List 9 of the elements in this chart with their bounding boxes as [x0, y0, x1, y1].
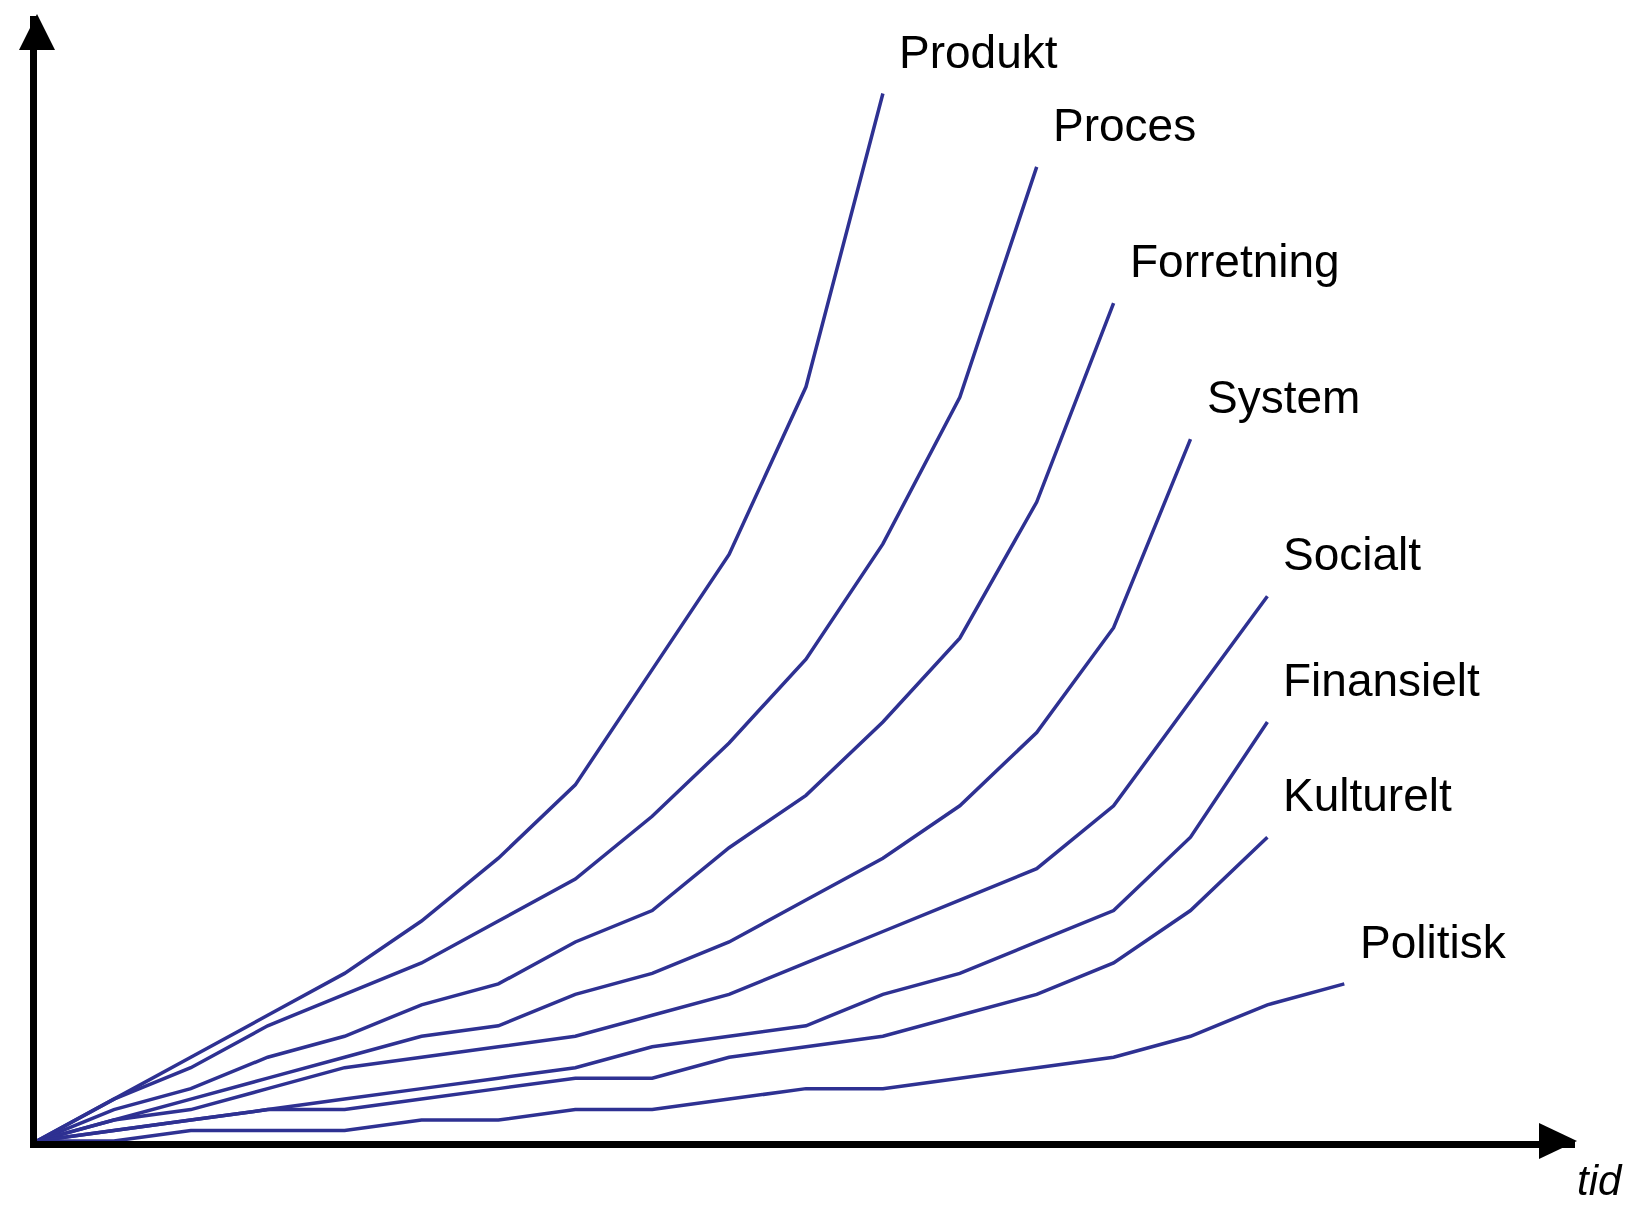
series-label: Forretning [1130, 235, 1340, 287]
series-label: System [1207, 371, 1361, 423]
series-label: Produkt [899, 26, 1058, 78]
x-axis-title: tid [1577, 1157, 1623, 1204]
series-label: Finansielt [1283, 654, 1481, 706]
series-label: Socialt [1283, 528, 1422, 580]
series-label: Proces [1053, 99, 1197, 151]
series-label: Politisk [1360, 916, 1507, 968]
series-label: Kulturelt [1283, 769, 1452, 821]
